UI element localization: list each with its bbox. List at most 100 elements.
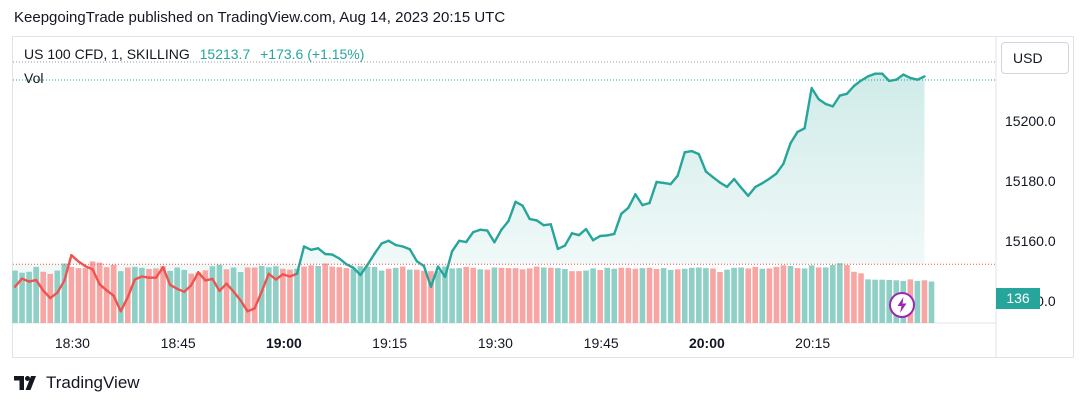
- price-segment: [789, 130, 799, 145]
- volume-bar: [844, 265, 850, 323]
- price-segment: [775, 162, 785, 175]
- volume-bar: [667, 269, 674, 323]
- volume-bar: [851, 271, 857, 323]
- price-area: [15, 73, 925, 312]
- volume-bar: [132, 266, 138, 323]
- price-segment: [916, 75, 926, 81]
- tradingview-logo-icon: [14, 376, 36, 390]
- price-segment: [648, 180, 658, 205]
- volume-bar: [407, 269, 413, 324]
- price-segment: [754, 181, 764, 189]
- price-segment: [909, 76, 919, 81]
- price-segment: [697, 152, 708, 173]
- volume-bar: [153, 268, 159, 323]
- volume-bar: [68, 266, 75, 323]
- price-segment: [260, 272, 270, 293]
- volume-bar: [357, 266, 364, 323]
- price-segment: [521, 204, 531, 221]
- price-segment: [556, 244, 567, 251]
- volume-bar: [837, 263, 843, 323]
- volume-bar: [287, 269, 293, 324]
- volume-bar: [230, 267, 237, 323]
- volume-bar: [646, 267, 653, 323]
- lightning-icon[interactable]: [889, 292, 915, 318]
- volume-bar: [216, 264, 223, 323]
- footer-brand[interactable]: TradingView: [14, 373, 140, 393]
- volume-bar: [456, 268, 462, 323]
- time-tick-label: 20:00: [689, 335, 725, 351]
- volume-bar: [681, 268, 688, 323]
- time-tick-label: 19:45: [584, 335, 619, 351]
- price-segment: [387, 239, 397, 247]
- price-segment: [429, 265, 440, 288]
- currency-button[interactable]: USD: [1001, 42, 1069, 74]
- price-segment: [359, 263, 369, 277]
- price-segment: [91, 268, 101, 286]
- volume-bar: [780, 265, 787, 323]
- volume-bar: [611, 268, 618, 323]
- price-segment: [175, 287, 186, 293]
- volume-bar: [625, 268, 632, 323]
- volume-value-badge: 136: [996, 288, 1040, 309]
- volume-bar: [696, 267, 702, 323]
- price-segment: [197, 271, 207, 282]
- price-segment: [253, 290, 263, 310]
- volume-bar: [82, 268, 89, 323]
- price-segment: [549, 223, 560, 251]
- volume-bar: [787, 265, 794, 323]
- volume-bar: [181, 269, 187, 323]
- time-tick-label: 19:00: [266, 335, 302, 351]
- volume-bar: [526, 268, 533, 323]
- volume-bar: [414, 269, 420, 324]
- volume-bar: [315, 265, 321, 323]
- symbol-label[interactable]: US 100 CFD, 1, SKILLING: [24, 46, 190, 62]
- price-segment: [105, 289, 115, 297]
- price-segment: [866, 72, 877, 78]
- price-segment: [63, 253, 73, 282]
- price-segment: [472, 228, 482, 234]
- price-segment: [796, 127, 806, 134]
- price-segment: [591, 234, 602, 242]
- volume-bar: [336, 267, 343, 323]
- volume-bar: [251, 267, 258, 323]
- price-segment: [718, 181, 729, 189]
- price-segment: [507, 200, 517, 223]
- volume-bar: [879, 279, 885, 323]
- price-segment: [732, 177, 743, 189]
- price-segment: [613, 212, 623, 236]
- volume-bar: [491, 267, 498, 323]
- price-line: [13, 72, 926, 313]
- volume-bar: [223, 269, 230, 323]
- volume-bar: [555, 268, 561, 323]
- price-segment: [267, 272, 278, 281]
- volume-bar: [19, 272, 25, 323]
- price-segment: [154, 266, 165, 279]
- price-segment: [27, 278, 38, 283]
- price-segment: [563, 232, 574, 247]
- volume-bar: [583, 270, 589, 323]
- volume-bar: [773, 266, 780, 323]
- volume-bar: [703, 268, 709, 323]
- price-segment: [450, 239, 461, 253]
- volume-bar: [872, 279, 878, 323]
- price-segment: [584, 227, 595, 242]
- price-segment: [824, 102, 834, 108]
- volume-bar: [717, 272, 723, 323]
- price-segment: [232, 290, 242, 302]
- price-segment: [415, 260, 426, 268]
- price-segment: [436, 265, 447, 278]
- price-segment: [70, 253, 80, 263]
- price-segment: [486, 229, 496, 244]
- price-segment: [669, 174, 679, 186]
- volume-bar: [146, 269, 152, 323]
- publisher-line: KeepgoingTrade published on TradingView.…: [14, 9, 506, 26]
- volume-bar: [865, 279, 871, 323]
- volume-bar: [540, 267, 547, 323]
- price-segment: [331, 253, 341, 260]
- time-tick-label: 18:30: [55, 335, 90, 351]
- price-segment: [316, 247, 327, 256]
- price-segment: [493, 228, 503, 244]
- volume-bar: [470, 267, 477, 323]
